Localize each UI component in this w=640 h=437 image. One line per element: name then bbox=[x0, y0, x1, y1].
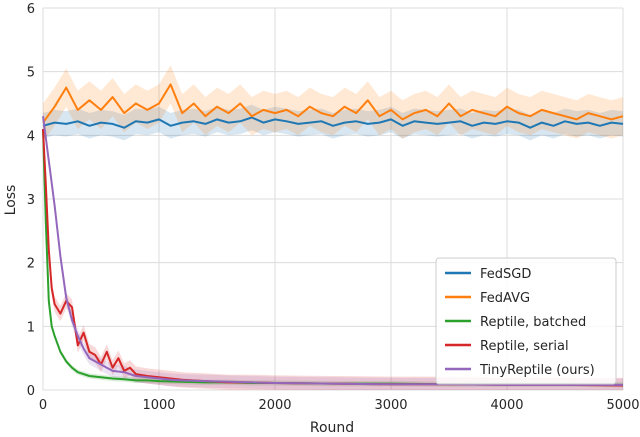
band-fedsgd bbox=[43, 104, 623, 141]
y-tick-label: 5 bbox=[27, 66, 35, 81]
legend-label-tinyreptile-ours: TinyReptile (ours) bbox=[479, 363, 595, 378]
line-fedsgd bbox=[42, 116, 624, 129]
y-tick-label: 1 bbox=[27, 320, 35, 335]
x-tick-label: 1000 bbox=[142, 398, 175, 413]
grid-lines bbox=[42, 7, 624, 391]
x-tick-label: 0 bbox=[39, 398, 47, 413]
x-axis-ticks: 0 1000 2000 3000 4000 5000 bbox=[39, 398, 640, 413]
legend-box bbox=[435, 257, 617, 385]
x-axis-label: Round bbox=[310, 420, 354, 436]
x-tick-label: 4000 bbox=[490, 398, 523, 413]
y-tick-label: 3 bbox=[27, 193, 35, 208]
y-tick-label: 6 bbox=[27, 2, 35, 17]
x-tick-label: 2000 bbox=[258, 398, 291, 413]
legend-label-fedavg: FedAVG bbox=[480, 291, 530, 306]
legend-label-reptile-serial: Reptile, serial bbox=[480, 339, 569, 354]
legend: FedSGD FedAVG Reptile, batched Reptile, ser… bbox=[435, 257, 617, 385]
series-lines bbox=[42, 83, 624, 387]
line-fedavg bbox=[42, 83, 624, 124]
line-tinyreptile-ours bbox=[42, 116, 623, 386]
legend-label-reptile-batched: Reptile, batched bbox=[480, 315, 586, 330]
band-tinyreptile-ours bbox=[43, 109, 623, 391]
x-tick-label: 3000 bbox=[374, 398, 407, 413]
legend-label-fedsgd: FedSGD bbox=[480, 267, 531, 282]
x-tick-label: 5000 bbox=[606, 398, 639, 413]
y-axis-ticks: 0 1 2 3 4 5 6 bbox=[27, 2, 35, 399]
y-tick-label: 2 bbox=[27, 257, 35, 272]
y-tick-label: 4 bbox=[27, 129, 35, 144]
y-axis-label: Loss bbox=[3, 185, 19, 216]
y-tick-label: 0 bbox=[27, 384, 35, 399]
